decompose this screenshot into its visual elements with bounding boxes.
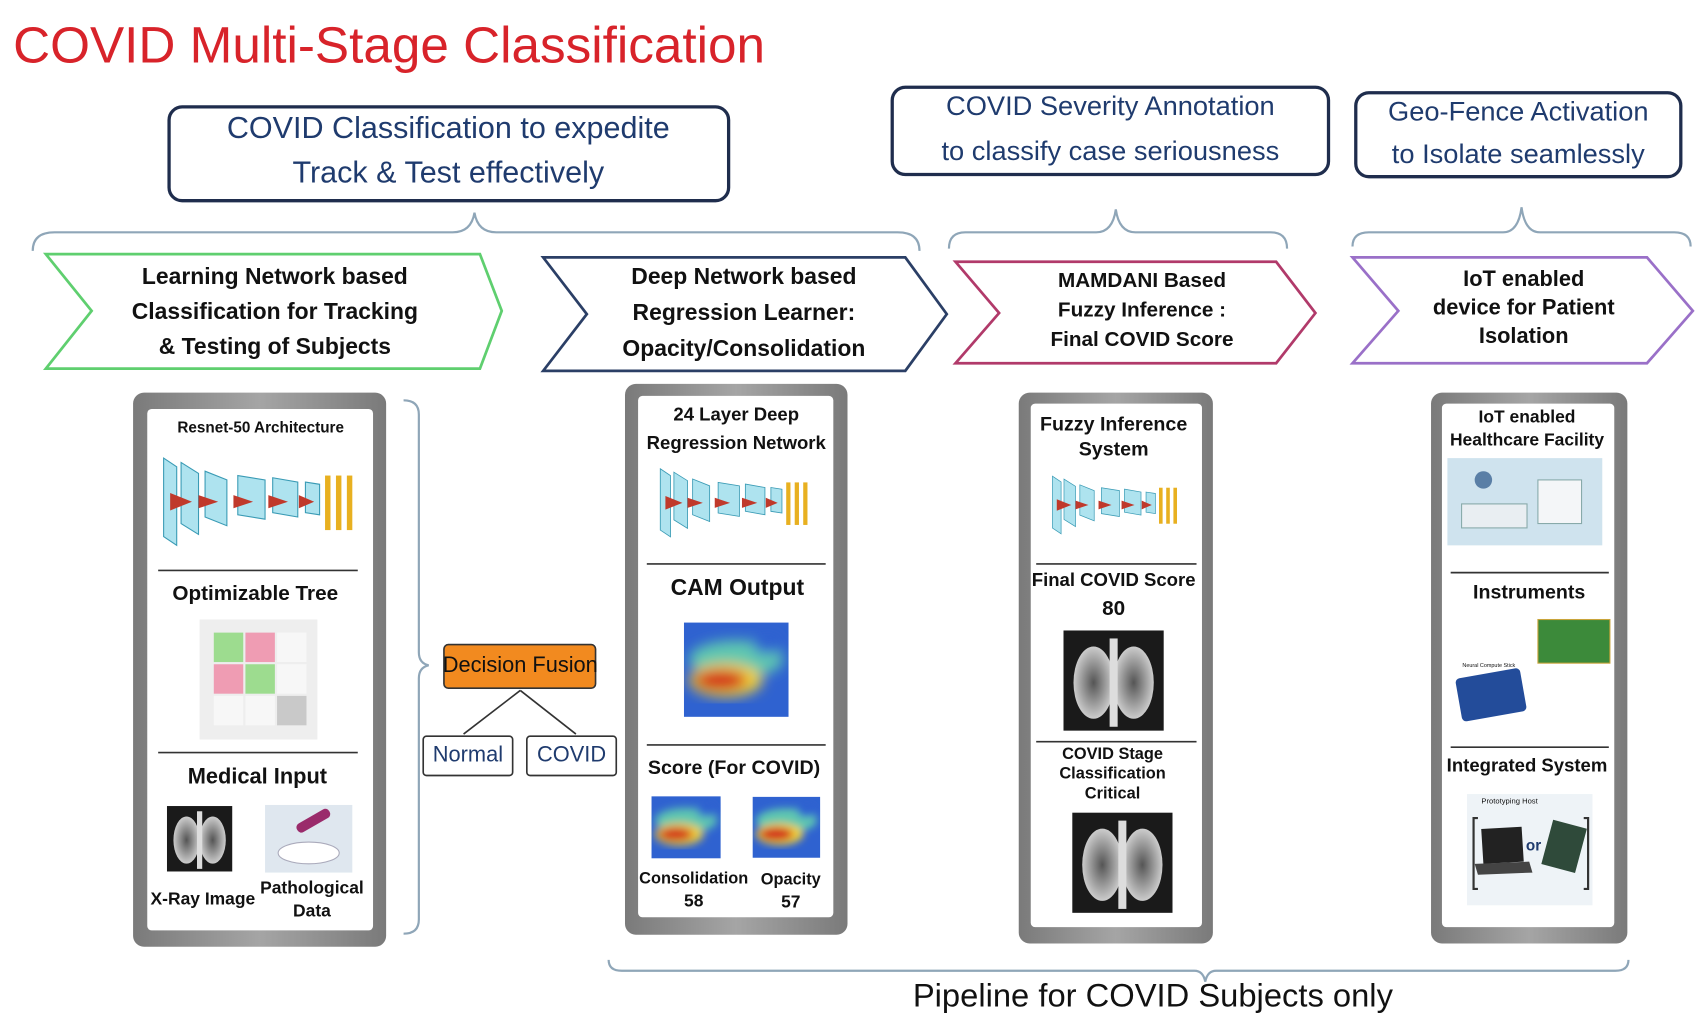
stage-text: MAMDANI Based bbox=[1058, 269, 1226, 292]
connector bbox=[519, 689, 577, 735]
panel-heading: Instruments bbox=[1473, 582, 1585, 604]
connector bbox=[463, 689, 521, 735]
objective-text: to Isolate seamlessly bbox=[1392, 138, 1645, 169]
stage-chevron bbox=[952, 260, 1318, 365]
person bbox=[1474, 471, 1493, 489]
bracket bbox=[1472, 816, 1590, 891]
heatmap bbox=[684, 623, 789, 717]
tree-grid bbox=[199, 619, 318, 740]
grid-cell bbox=[245, 632, 275, 663]
image-caption: Data bbox=[293, 900, 331, 920]
xray-image bbox=[166, 806, 233, 872]
stage-text: Final COVID Score bbox=[1050, 328, 1233, 351]
stage-text: Fuzzy Inference : bbox=[1058, 298, 1226, 321]
outcome-label: COVID bbox=[537, 742, 606, 767]
score-value: 58 bbox=[684, 891, 704, 911]
panel-heading: COVID Stage bbox=[1062, 745, 1163, 763]
facility-image bbox=[1447, 458, 1603, 546]
brace bbox=[1351, 207, 1692, 247]
laptop-image bbox=[1481, 826, 1524, 864]
score-value: 80 bbox=[1102, 597, 1125, 620]
stage-chevron bbox=[1349, 256, 1695, 365]
pathology-image bbox=[265, 804, 353, 873]
panel-heading: 24 Layer Deep bbox=[673, 403, 799, 424]
grid-cell bbox=[245, 664, 275, 694]
grid-cell bbox=[245, 695, 275, 726]
panel-heading: Resnet-50 Architecture bbox=[177, 420, 344, 437]
panel-heading: Regression Network bbox=[647, 432, 827, 453]
panel-heading: Medical Input bbox=[188, 763, 327, 788]
panel-heading: Final COVID Score bbox=[1032, 569, 1196, 590]
image-caption: Pathological bbox=[260, 878, 364, 898]
panel-heading: Fuzzy Inference bbox=[1040, 414, 1187, 436]
brace bbox=[31, 212, 921, 251]
stage-text: & Testing of Subjects bbox=[159, 333, 391, 359]
image-caption: X-Ray Image bbox=[151, 888, 256, 908]
outcome-label: Normal bbox=[433, 742, 503, 767]
xray-image bbox=[1063, 630, 1164, 731]
panel-heading: Critical bbox=[1085, 784, 1140, 802]
outcome-box bbox=[422, 735, 514, 777]
objective-text: Geo-Fence Activation bbox=[1388, 96, 1649, 127]
brace bbox=[403, 399, 429, 935]
equipment bbox=[1537, 479, 1583, 525]
heatmap bbox=[652, 796, 721, 858]
grid-cell bbox=[213, 695, 244, 726]
grid-cell bbox=[213, 632, 244, 663]
decision-box bbox=[443, 643, 597, 690]
panel-heading: IoT enabled bbox=[1479, 406, 1576, 426]
dish bbox=[277, 841, 340, 865]
bed bbox=[1461, 503, 1528, 529]
grid-cell bbox=[277, 664, 307, 694]
board-image bbox=[1541, 819, 1587, 874]
panel-heading: Classification bbox=[1059, 765, 1165, 783]
heatmap bbox=[753, 797, 821, 858]
stage-text: device for Patient bbox=[1433, 294, 1615, 319]
or-label: or bbox=[1526, 837, 1541, 854]
objective-text: to classify case seriousness bbox=[941, 135, 1279, 166]
panel-heading: Score (For COVID) bbox=[648, 757, 820, 779]
objective-text: COVID Classification to expedite bbox=[227, 111, 670, 145]
panel-heading: Optimizable Tree bbox=[172, 582, 338, 605]
stage-text: Classification for Tracking bbox=[132, 298, 418, 324]
panel-heading: System bbox=[1079, 439, 1149, 461]
brace bbox=[947, 209, 1289, 249]
score-value: 57 bbox=[781, 892, 800, 912]
stick-image bbox=[1455, 668, 1527, 722]
objective-box bbox=[1354, 91, 1683, 179]
stage-text: IoT enabled bbox=[1463, 266, 1584, 291]
stage-text: Opacity/Consolidation bbox=[622, 335, 865, 361]
device-label: Prototyping Host bbox=[1481, 797, 1538, 806]
brace bbox=[607, 959, 1630, 982]
device-label: Neural Compute Stick bbox=[1462, 663, 1515, 669]
stage-text: Deep Network based bbox=[631, 263, 856, 289]
stage-text: Isolation bbox=[1479, 323, 1569, 348]
panel-heading: Healthcare Facility bbox=[1450, 429, 1604, 449]
grid-cell bbox=[213, 664, 244, 694]
objective-box bbox=[890, 85, 1331, 177]
board-image bbox=[1537, 618, 1611, 664]
grid-cell bbox=[277, 695, 307, 726]
score-label: Consolidation bbox=[639, 869, 748, 887]
panel-heading: CAM Output bbox=[671, 574, 805, 600]
stage-chevron bbox=[42, 252, 504, 371]
panel-heading: Integrated System bbox=[1447, 755, 1608, 776]
score-label: Opacity bbox=[761, 871, 822, 889]
stage-chevron bbox=[540, 256, 949, 373]
footer: Pipeline for COVID Subjects only bbox=[913, 977, 1394, 1014]
laptop-image bbox=[1474, 861, 1533, 875]
decision-label: Decision Fusion bbox=[443, 652, 598, 677]
grid-cell bbox=[277, 632, 307, 663]
title: COVID Multi-Stage Classification bbox=[13, 17, 765, 74]
objective-text: Track & Test effectively bbox=[292, 156, 604, 190]
objective-box bbox=[167, 105, 731, 203]
objective-text: COVID Severity Annotation bbox=[946, 90, 1275, 121]
tube bbox=[296, 808, 331, 833]
xray-image bbox=[1072, 812, 1173, 913]
stage-text: Regression Learner: bbox=[633, 299, 856, 325]
outcome-box bbox=[526, 735, 618, 777]
stage-text: Learning Network based bbox=[142, 263, 408, 289]
